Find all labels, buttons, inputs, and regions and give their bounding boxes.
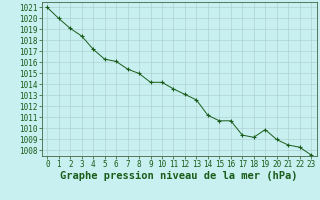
X-axis label: Graphe pression niveau de la mer (hPa): Graphe pression niveau de la mer (hPa) [60,171,298,181]
